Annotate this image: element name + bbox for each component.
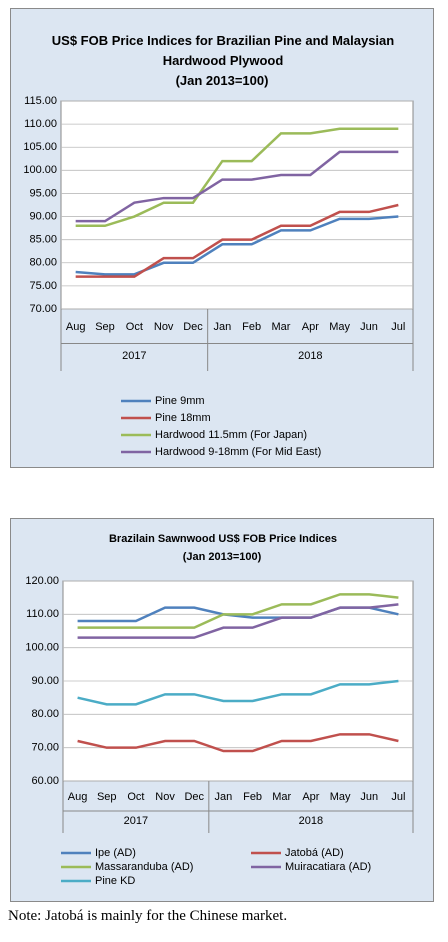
- y-tick-label: 110.00: [24, 118, 57, 130]
- chart-panel: Brazilain Sawnwood US$ FOB Price Indices…: [10, 518, 434, 902]
- x-tick-label: Oct: [127, 791, 144, 803]
- x-tick-label: Mar: [272, 791, 291, 803]
- y-tick-label: 60.00: [31, 775, 59, 787]
- chart-title: US$ FOB Price Indices for Brazilian Pine…: [51, 33, 395, 68]
- legend-label: Massaranduba (AD): [95, 861, 193, 873]
- legend-label: Pine 18mm: [155, 412, 211, 424]
- y-tick-label: 80.00: [31, 708, 59, 720]
- legend-label: Ipe (AD): [95, 847, 136, 859]
- x-tick-label: Feb: [242, 321, 261, 333]
- y-tick-label: 80.00: [29, 257, 57, 269]
- x-tick-label: Aug: [66, 321, 86, 333]
- x-tick-label: Sep: [97, 791, 117, 803]
- data-line: [77, 733, 399, 753]
- x-tick-label: Apr: [302, 791, 319, 803]
- x-tick-label: Dec: [183, 321, 203, 333]
- x-tick-label: Feb: [243, 791, 262, 803]
- x-tick-label: Apr: [302, 321, 319, 333]
- data-line: [77, 593, 399, 629]
- data-line: [75, 127, 399, 228]
- data-line: [75, 150, 399, 223]
- chart: 60.00 70.00 80.00 90.00 100.00 110.00 120.00 Au…: [25, 575, 414, 887]
- y-tick-label: 70.00: [29, 303, 57, 315]
- legend-label: Jatobá (AD): [285, 847, 344, 859]
- chart: 70.00 75.00 80.00 85.00 90.00 95.00 100.00 105.…: [23, 95, 414, 458]
- x-tick-label: Jan: [213, 321, 231, 333]
- y-tick-label: 120.00: [25, 575, 59, 587]
- legend-label: Hardwood 9-18mm (For Mid East): [155, 446, 321, 458]
- y-tick-label: 85.00: [29, 234, 57, 246]
- y-tick-label: 90.00: [29, 210, 57, 222]
- legend-label: Muiracatiara (AD): [285, 861, 371, 873]
- x-tick-label: Jun: [360, 791, 378, 803]
- y-tick-label: 100.00: [25, 642, 59, 654]
- y-tick-label: 115.00: [24, 95, 57, 107]
- y-tick-label: 75.00: [29, 280, 57, 292]
- x-group-label: 2017: [124, 815, 148, 827]
- x-group-label: 2017: [122, 350, 146, 362]
- x-tick-label: Sep: [95, 321, 115, 333]
- data-line: [75, 203, 399, 278]
- note: Note: Jatobá is mainly for the Chinese m…: [8, 908, 288, 924]
- y-tick-label: 90.00: [31, 675, 59, 687]
- x-tick-label: Nov: [155, 791, 175, 803]
- x-tick-label: May: [329, 321, 350, 333]
- data-line: [75, 215, 399, 276]
- x-group-label: 2018: [299, 815, 323, 827]
- x-tick-label: Dec: [184, 791, 204, 803]
- x-tick-label: Jul: [391, 791, 405, 803]
- data-line: [77, 603, 399, 639]
- y-tick-label: 95.00: [29, 187, 57, 199]
- y-tick-label: 100.00: [23, 164, 57, 176]
- chart-title: Brazilain Sawnwood US$ FOB Price Indices: [108, 533, 337, 545]
- x-tick-label: Jan: [215, 791, 233, 803]
- legend-label: Pine KD: [95, 875, 135, 887]
- x-tick-label: May: [330, 791, 351, 803]
- y-tick-label: 105.00: [23, 141, 57, 153]
- x-group-label: 2018: [298, 350, 322, 362]
- x-tick-label: Mar: [272, 321, 291, 333]
- x-tick-label: Oct: [126, 321, 143, 333]
- chart-subtitle: (Jan 2013=100): [182, 551, 262, 563]
- legend-label: Pine 9mm: [155, 395, 205, 407]
- x-tick-label: Aug: [68, 791, 88, 803]
- data-line: [77, 679, 399, 706]
- legend-label: Hardwood 11.5mm (For Japan): [155, 429, 307, 441]
- chart-subtitle: (Jan 2013=100): [175, 73, 269, 88]
- x-tick-label: Jun: [360, 321, 378, 333]
- x-tick-label: Jul: [391, 321, 405, 333]
- y-tick-label: 110.00: [26, 608, 59, 620]
- y-tick-label: 70.00: [31, 742, 59, 754]
- chart-panel: US$ FOB Price Indices for Brazilian Pine…: [10, 8, 434, 468]
- x-tick-label: Nov: [154, 321, 174, 333]
